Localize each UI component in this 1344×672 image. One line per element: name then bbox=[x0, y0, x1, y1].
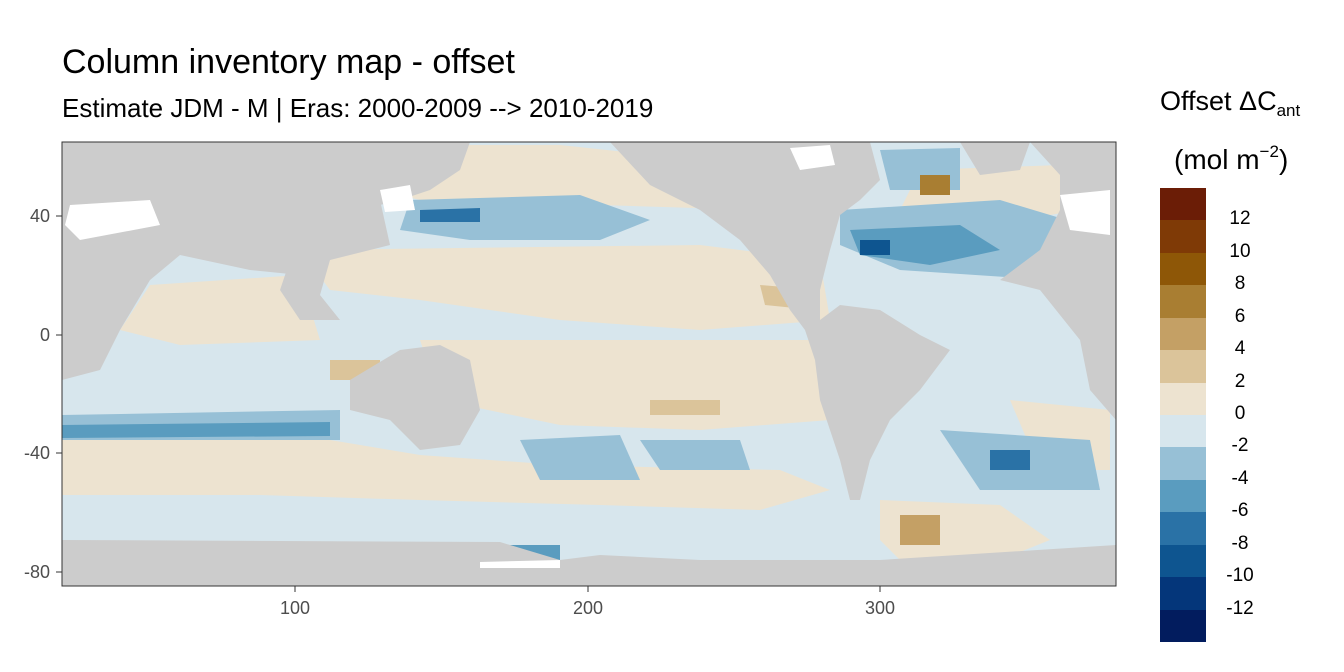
legend-color-step bbox=[1160, 544, 1206, 578]
legend-color-step bbox=[1160, 285, 1206, 319]
land-asia bbox=[280, 142, 470, 320]
legend-color-step bbox=[1160, 350, 1206, 384]
legend-tick-label: -2 bbox=[1231, 435, 1249, 457]
y-tick-label: -80 bbox=[24, 562, 50, 582]
missing-data-region bbox=[1060, 190, 1110, 235]
map-subtitle: Estimate JDM - M | Eras: 2000-2009 --> 2… bbox=[62, 93, 654, 123]
offset-field-negative-band bbox=[520, 435, 640, 480]
offset-field-strong-negative bbox=[62, 422, 330, 438]
y-axis: 40 0 -40 -80 bbox=[24, 206, 62, 582]
y-tick-label: -40 bbox=[24, 443, 50, 463]
legend-color-step bbox=[1160, 220, 1206, 254]
legend-tick-label: 6 bbox=[1234, 305, 1246, 327]
map-panel-border bbox=[61, 141, 1117, 587]
missing-data-region bbox=[380, 185, 415, 212]
land-greenland bbox=[960, 142, 1030, 175]
land-antarctica bbox=[62, 540, 1116, 586]
offset-field-strong-negative bbox=[420, 208, 480, 222]
missing-data-region bbox=[65, 200, 160, 240]
offset-field-strong-negative bbox=[860, 240, 890, 255]
legend-color-step bbox=[1160, 447, 1206, 481]
legend-colorbar bbox=[1160, 188, 1206, 643]
offset-field-positive-band bbox=[420, 340, 830, 430]
legend-color-step bbox=[1160, 512, 1206, 546]
legend-color-step bbox=[1160, 415, 1206, 448]
land-americas bbox=[610, 142, 950, 500]
legend-tick-label: 4 bbox=[1234, 338, 1246, 360]
x-tick-label: 100 bbox=[280, 598, 310, 618]
x-axis: 100 200 300 bbox=[280, 586, 895, 618]
legend-tick-label: -12 bbox=[1226, 597, 1254, 619]
legend-tick-label: 10 bbox=[1229, 240, 1251, 262]
offset-field-moderate-positive bbox=[920, 175, 950, 195]
legend-tick-label: -4 bbox=[1231, 467, 1249, 489]
legend-color-step bbox=[1160, 188, 1206, 221]
offset-field-positive-band bbox=[300, 245, 830, 330]
legend-color-step bbox=[1160, 609, 1206, 643]
y-tick-label: 0 bbox=[40, 325, 50, 345]
x-tick-label: 200 bbox=[573, 598, 603, 618]
offset-field-moderate-positive bbox=[900, 515, 940, 545]
legend-unit-exponent: −2 bbox=[1259, 142, 1279, 161]
legend-tick-label: -8 bbox=[1231, 532, 1249, 554]
missing-data-region bbox=[480, 560, 560, 568]
legend-color-step bbox=[1160, 577, 1206, 611]
legend-color-step bbox=[1160, 479, 1206, 513]
offset-field-negative-band bbox=[640, 440, 750, 470]
legend-tick-label: -6 bbox=[1231, 500, 1249, 522]
legend-title: Offset ΔCant bbox=[1160, 84, 1300, 128]
legend-color-step bbox=[1160, 252, 1206, 286]
land-australia bbox=[350, 345, 480, 450]
legend-title-main: Offset ΔC bbox=[1160, 86, 1277, 116]
offset-field-strong-negative bbox=[990, 450, 1030, 470]
legend-color-step bbox=[1160, 317, 1206, 351]
legend-title-subscript: ant bbox=[1276, 101, 1301, 120]
missing-data-region bbox=[790, 145, 835, 170]
offset-field-positive-band bbox=[120, 275, 320, 345]
legend-tick-label: 8 bbox=[1234, 273, 1246, 295]
legend-tick-label: 0 bbox=[1234, 403, 1246, 424]
map-title: Column inventory map - offset bbox=[62, 43, 515, 81]
legend-tick-label: -10 bbox=[1226, 565, 1254, 587]
legend-unit-prefix: (mol m bbox=[1174, 144, 1260, 175]
x-tick-label: 300 bbox=[865, 598, 895, 618]
offset-field-moderate-positive bbox=[650, 400, 720, 415]
y-tick-label: 40 bbox=[30, 206, 50, 226]
offset-field-negative-band bbox=[400, 195, 650, 240]
legend-tick-label: 2 bbox=[1234, 370, 1246, 392]
offset-field-positive-band bbox=[62, 440, 830, 510]
legend-unit-suffix: ) bbox=[1278, 144, 1289, 175]
legend-tick-label: 12 bbox=[1229, 208, 1251, 230]
legend-color-step bbox=[1160, 382, 1206, 416]
legend-unit: (mol m−2) bbox=[1174, 132, 1288, 180]
